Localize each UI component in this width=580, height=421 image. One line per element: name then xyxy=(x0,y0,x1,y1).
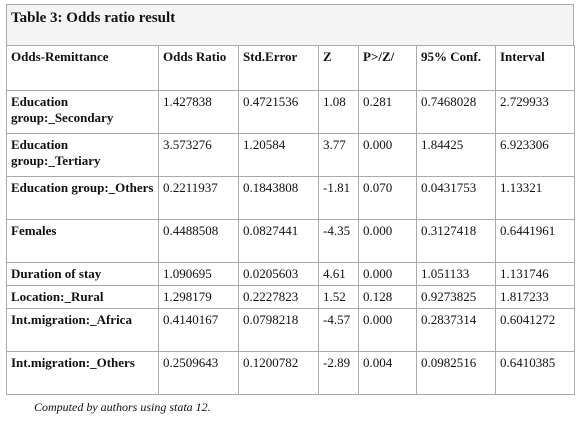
cell: -1.81 xyxy=(318,176,359,220)
header-cell: Std.Error xyxy=(238,45,319,91)
cell: 0.1200782 xyxy=(238,351,319,395)
row-label: Education group:_Others xyxy=(6,176,159,220)
cell: 0.0798218 xyxy=(238,308,319,352)
cell: 0.4488508 xyxy=(158,219,239,263)
cell: 0.6041272 xyxy=(495,308,575,352)
cell: 4.61 xyxy=(318,262,359,286)
cell: 1.817233 xyxy=(495,285,575,309)
cell: 0.0205603 xyxy=(238,262,319,286)
table-row: Females 0.4488508 0.0827441 -4.35 0.000 0.312… xyxy=(6,219,575,263)
cell: 1.20584 xyxy=(238,133,319,177)
cell: -4.57 xyxy=(318,308,359,352)
cell: 2.729933 xyxy=(495,90,575,134)
cell: 0.128 xyxy=(358,285,417,309)
cell: 0.0827441 xyxy=(238,219,319,263)
cell: 6.923306 xyxy=(495,133,575,177)
cell: 0.004 xyxy=(358,351,417,395)
header-cell: 95% Conf. xyxy=(416,45,496,91)
cell: 0.0431753 xyxy=(416,176,496,220)
spacer xyxy=(6,33,574,45)
cell: 1.08 xyxy=(318,90,359,134)
table-row: Location:_Rural 1.298179 0.2227823 1.52 0.12… xyxy=(6,285,575,309)
cell: 0.2211937 xyxy=(158,176,239,220)
table-row: Int.migration:_Others 0.2509643 0.1200782-… xyxy=(6,351,575,395)
table-row: Duration of stay 1.090695 0.0205603 4.61 0.0… xyxy=(6,262,575,286)
cell: 0.4721536 xyxy=(238,90,319,134)
cell: 0.000 xyxy=(358,219,417,263)
cell: 0.2227823 xyxy=(238,285,319,309)
cell: 3.573276 xyxy=(158,133,239,177)
table-row: Education group:_Others 0.2211937 0.184380… xyxy=(6,176,575,220)
table-row: Education group:_Secondary 1.427838 0.4721… xyxy=(6,90,575,134)
cell: 0.6410385 xyxy=(495,351,575,395)
cell: 0.3127418 xyxy=(416,219,496,263)
cell: 0.9273825 xyxy=(416,285,496,309)
table-container: Table 3: Odds ratio result Odds-Remittan… xyxy=(6,4,575,395)
cell: 1.051133 xyxy=(416,262,496,286)
odds-table: Odds-Remittance Odds Ratio Std.Error Z P>/Z/… xyxy=(6,45,575,395)
cell: 1.52 xyxy=(318,285,359,309)
cell: 0.7468028 xyxy=(416,90,496,134)
cell: 0.2509643 xyxy=(158,351,239,395)
cell: 0.281 xyxy=(358,90,417,134)
cell: 1.427838 xyxy=(158,90,239,134)
table-title: Table 3: Odds ratio result xyxy=(6,4,574,33)
cell: 0.000 xyxy=(358,262,417,286)
header-row: Odds-Remittance Odds Ratio Std.Error Z P>/Z/… xyxy=(6,45,575,91)
header-cell: Odds Ratio xyxy=(158,45,239,91)
table-row: Int.migration:_Africa 0.4140167 0.0798218-… xyxy=(6,308,575,352)
header-cell: Z xyxy=(318,45,359,91)
row-label: Int.migration:_Africa xyxy=(6,308,159,352)
row-label: Location:_Rural xyxy=(6,285,159,309)
cell: 0.000 xyxy=(358,308,417,352)
header-cell: P>/Z/ xyxy=(358,45,417,91)
cell: 1.090695 xyxy=(158,262,239,286)
cell: 1.131746 xyxy=(495,262,575,286)
cell: 0.4140167 xyxy=(158,308,239,352)
row-label: Duration of stay xyxy=(6,262,159,286)
header-cell: Odds-Remittance xyxy=(6,45,159,91)
cell: 1.84425 xyxy=(416,133,496,177)
footnote: Computed by authors using stata 12. xyxy=(34,400,211,414)
cell: -2.89 xyxy=(318,351,359,395)
row-label: Education group:_Tertiary xyxy=(6,133,159,177)
cell: 0.1843808 xyxy=(238,176,319,220)
cell: 0.000 xyxy=(358,133,417,177)
cell: 0.070 xyxy=(358,176,417,220)
row-label: Education group:_Secondary xyxy=(6,90,159,134)
table-body: Education group:_Secondary 1.427838 0.4721… xyxy=(6,90,575,395)
cell: 3.77 xyxy=(318,133,359,177)
row-label: Int.migration:_Others xyxy=(6,351,159,395)
cell: 0.2837314 xyxy=(416,308,496,352)
cell: 0.0982516 xyxy=(416,351,496,395)
cell: -4.35 xyxy=(318,219,359,263)
table-row: Education group:_Tertiary 3.573276 1.20584… xyxy=(6,133,575,177)
row-label: Females xyxy=(6,219,159,263)
cell: 1.298179 xyxy=(158,285,239,309)
header-cell: Interval xyxy=(495,45,575,91)
cell: 0.6441961 xyxy=(495,219,575,263)
cell: 1.13321 xyxy=(495,176,575,220)
